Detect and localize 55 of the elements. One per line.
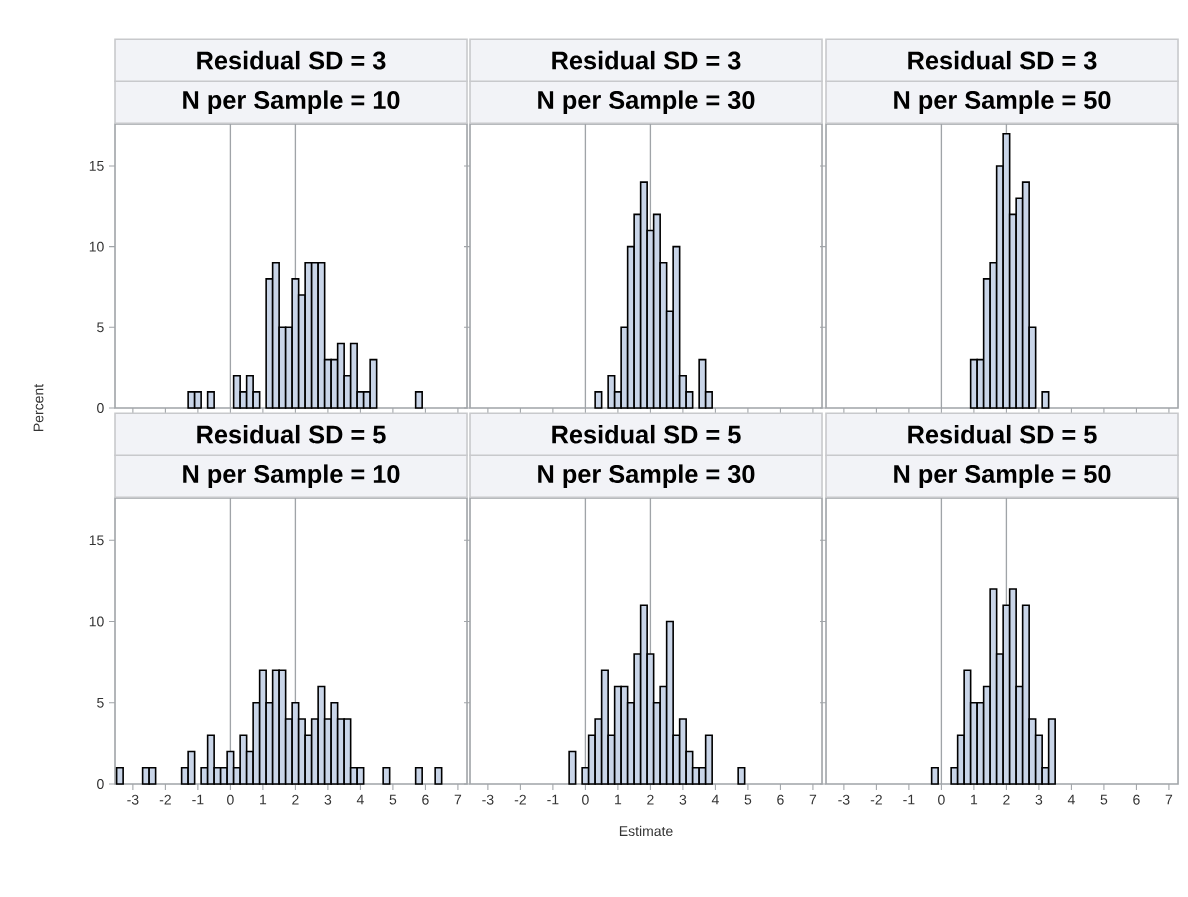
x-tick-label: 0 xyxy=(582,794,589,805)
x-tick-label: 7 xyxy=(454,794,462,805)
x-tick-label: 3 xyxy=(324,794,332,805)
x-tick-label: -1 xyxy=(903,794,915,805)
y-tick-label: 0 xyxy=(97,403,104,413)
y-tick-label: 15 xyxy=(89,535,104,546)
chart-subtitle: N per Sample = 50 xyxy=(894,464,1111,488)
x-tick-label: -3 xyxy=(838,794,850,805)
chart-subtitle: N per Sample = 10 xyxy=(183,90,400,114)
x-tick-label: 2 xyxy=(1003,794,1010,805)
x-tick-label: 6 xyxy=(777,794,784,805)
y-tick-label: 15 xyxy=(89,161,104,171)
x-tick-label: -2 xyxy=(870,794,882,805)
x-tick-label: 7 xyxy=(1165,794,1173,805)
x-tick-label: 3 xyxy=(1035,794,1043,805)
x-axis-title: Estimate xyxy=(619,825,673,837)
x-tick-label: 4 xyxy=(711,794,719,805)
chart-title: Residual SD = 5 xyxy=(197,424,386,444)
chart-title: Residual SD = 5 xyxy=(908,424,1097,444)
x-tick-label: 5 xyxy=(744,794,752,805)
chart-title: Residual SD = 3 xyxy=(908,50,1097,70)
chart-subtitle: N per Sample = 10 xyxy=(183,464,400,488)
x-tick-label: 5 xyxy=(389,794,397,805)
chart-title: Residual SD = 5 xyxy=(552,424,741,444)
x-tick-label: 1 xyxy=(615,794,622,805)
x-tick-label: 7 xyxy=(809,794,817,805)
y-tick-label: 10 xyxy=(89,616,104,627)
chart-subtitle: N per Sample = 30 xyxy=(538,464,755,488)
x-tick-label: -2 xyxy=(514,794,526,805)
x-tick-label: 0 xyxy=(227,794,234,805)
x-tick-label: 1 xyxy=(971,794,978,805)
x-tick-label: -3 xyxy=(482,794,494,805)
x-tick-label: -1 xyxy=(547,794,559,805)
y-axis-title: Percent xyxy=(33,383,44,431)
chart-subtitle: N per Sample = 50 xyxy=(894,90,1111,114)
x-tick-label: -2 xyxy=(159,794,171,805)
y-tick-label: 0 xyxy=(97,779,104,789)
x-tick-label: 6 xyxy=(1133,794,1140,805)
chart-subtitle: N per Sample = 30 xyxy=(538,90,755,114)
y-tick-label: 5 xyxy=(97,322,104,333)
y-tick-label: 10 xyxy=(89,241,104,252)
x-tick-label: 2 xyxy=(647,794,654,805)
x-tick-label: 0 xyxy=(938,794,945,805)
x-tick-label: 4 xyxy=(356,794,364,805)
x-tick-label: 5 xyxy=(1100,794,1108,805)
x-tick-label: 4 xyxy=(1067,794,1075,805)
chart-title: Residual SD = 3 xyxy=(552,50,741,70)
y-tick-label: 5 xyxy=(97,697,104,708)
x-tick-label: 2 xyxy=(292,794,299,805)
chart-title: Residual SD = 3 xyxy=(197,50,386,70)
x-tick-label: -3 xyxy=(127,794,139,805)
x-tick-label: 1 xyxy=(260,794,267,805)
x-tick-label: -1 xyxy=(192,794,204,805)
x-tick-label: 3 xyxy=(679,794,687,805)
x-tick-label: 6 xyxy=(422,794,429,805)
